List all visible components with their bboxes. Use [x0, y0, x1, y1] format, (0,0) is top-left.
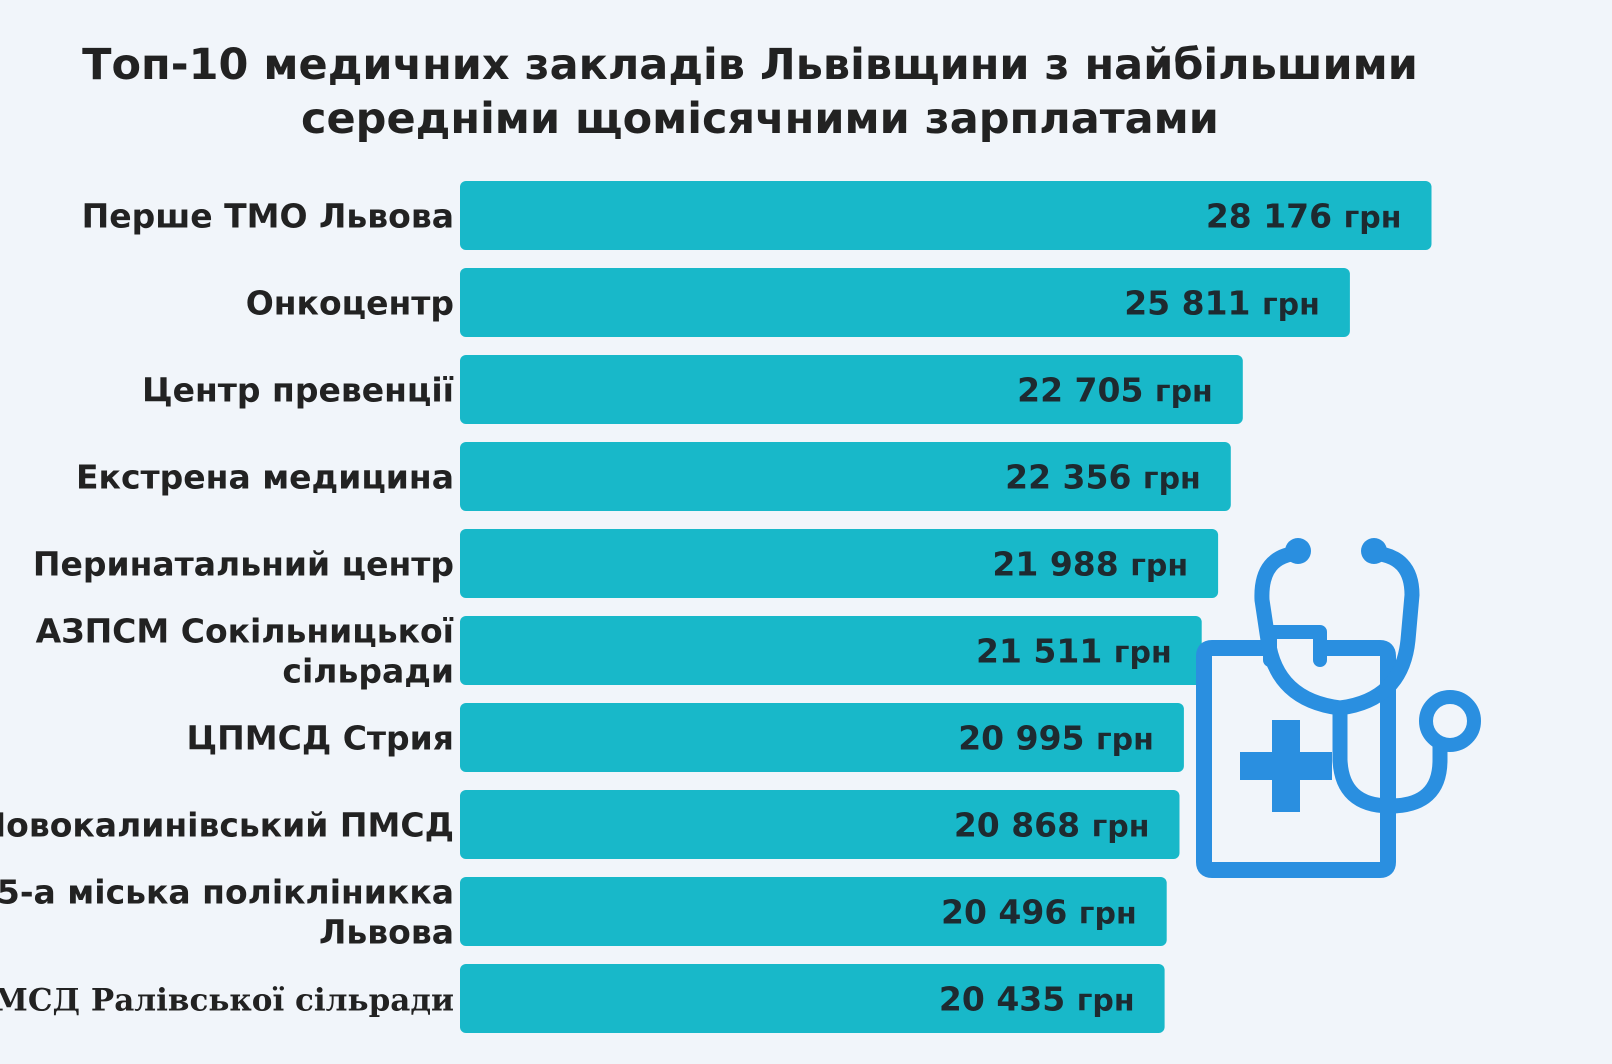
value-label-10: 20 435 грн — [939, 980, 1135, 1019]
medical-cross — [1240, 720, 1332, 812]
category-label-6: АЗПСМ Сокільницької сільради — [36, 612, 454, 691]
value-number: 20 868 — [954, 806, 1092, 845]
bar-8 — [460, 790, 1180, 859]
value-unit: грн — [1344, 201, 1402, 236]
clipboard-outline — [1196, 640, 1396, 878]
category-label-line: Львова — [319, 913, 454, 952]
value-label-8: 20 868 грн — [954, 806, 1150, 845]
category-label-line: Перинатальний центр — [33, 545, 454, 584]
value-label-2: 25 811 грн — [1124, 284, 1320, 323]
category-label-3: Центр превенції — [142, 371, 454, 410]
bar-3 — [460, 355, 1243, 424]
bar-1 — [460, 181, 1432, 250]
value-number: 20 995 — [958, 719, 1096, 758]
value-label-9: 20 496 грн — [941, 893, 1137, 932]
stethoscope-earpiece-right — [1361, 538, 1387, 564]
category-label-9: 5-а міська полікліникка Львова — [0, 873, 454, 952]
value-number: 22 705 — [1017, 371, 1155, 410]
value-label-1: 28 176 грн — [1206, 197, 1402, 236]
category-label-10: ЦПМСД Ралівської сільради — [0, 983, 454, 1019]
bar-4 — [460, 442, 1231, 511]
value-unit: грн — [1092, 810, 1150, 845]
value-label-4: 22 356 грн — [1005, 458, 1201, 497]
value-unit: грн — [1130, 549, 1188, 584]
category-label-line: АЗПСМ Сокільницької — [36, 612, 454, 651]
value-label-3: 22 705 грн — [1017, 371, 1213, 410]
category-label-line: ЦПМСД Стрия — [187, 719, 454, 758]
category-label-line: 5-а міська полікліникка — [0, 873, 454, 912]
stethoscope-tube-down — [1332, 700, 1448, 814]
chart-title-line-1: Топ-10 медичних закладів Львівщини з най… — [82, 40, 1418, 90]
category-label-line: Новокалинівський ПМСД — [0, 806, 454, 845]
value-unit: грн — [1079, 897, 1137, 932]
value-number: 20 496 — [941, 893, 1079, 932]
bars-group — [460, 181, 1432, 1033]
value-unit: грн — [1096, 723, 1154, 758]
value-number: 28 176 — [1206, 197, 1344, 236]
category-label-line: Екстрена медицина — [76, 458, 454, 497]
category-label-2: Онкоцентр — [246, 284, 454, 323]
category-label-line: Центр превенції — [142, 371, 454, 410]
value-unit: грн — [1262, 288, 1320, 323]
bar-2 — [460, 268, 1350, 337]
chart-title-line-2: середніми щомісячними зарплатами — [301, 94, 1219, 144]
category-label-7: ЦПМСД Стрия — [187, 719, 454, 758]
value-unit: грн — [1143, 462, 1201, 497]
value-number: 22 356 — [1005, 458, 1143, 497]
chart-title: Топ-10 медичних закладів Львівщини з най… — [60, 38, 1460, 146]
category-label-1: Перше ТМО Львова — [82, 197, 454, 236]
bar-5 — [460, 529, 1219, 598]
bar-7 — [460, 703, 1184, 772]
value-unit: грн — [1114, 636, 1172, 671]
clipboard-stethoscope-icon — [1196, 538, 1481, 878]
value-label-7: 20 995 грн — [958, 719, 1154, 758]
bar-6 — [460, 616, 1202, 685]
value-label-6: 21 511 грн — [976, 632, 1172, 671]
category-label-8: Новокалинівський ПМСД — [0, 806, 454, 845]
category-label-line: ЦПМСД Ралівської сільради — [0, 983, 454, 1019]
bar-9 — [460, 877, 1167, 946]
category-label-4: Екстрена медицина — [76, 458, 454, 497]
bar-10 — [460, 964, 1165, 1033]
category-labels-group: Перше ТМО Львова Онкоцентр Центр превенції… — [0, 197, 454, 1019]
value-number: 20 435 — [939, 980, 1077, 1019]
value-number: 21 988 — [992, 545, 1130, 584]
value-label-5: 21 988 грн — [992, 545, 1188, 584]
value-number: 21 511 — [976, 632, 1114, 671]
category-label-line: Онкоцентр — [246, 284, 454, 323]
value-number: 25 811 — [1124, 284, 1262, 323]
value-unit: грн — [1077, 984, 1135, 1019]
value-unit: грн — [1155, 375, 1213, 410]
stethoscope-chestpiece — [1419, 690, 1481, 752]
category-label-5: Перинатальний центр — [33, 545, 454, 584]
category-label-line: Перше ТМО Львова — [82, 197, 454, 236]
category-label-line: сільради — [282, 652, 454, 691]
stethoscope-earpiece-left — [1285, 538, 1311, 564]
